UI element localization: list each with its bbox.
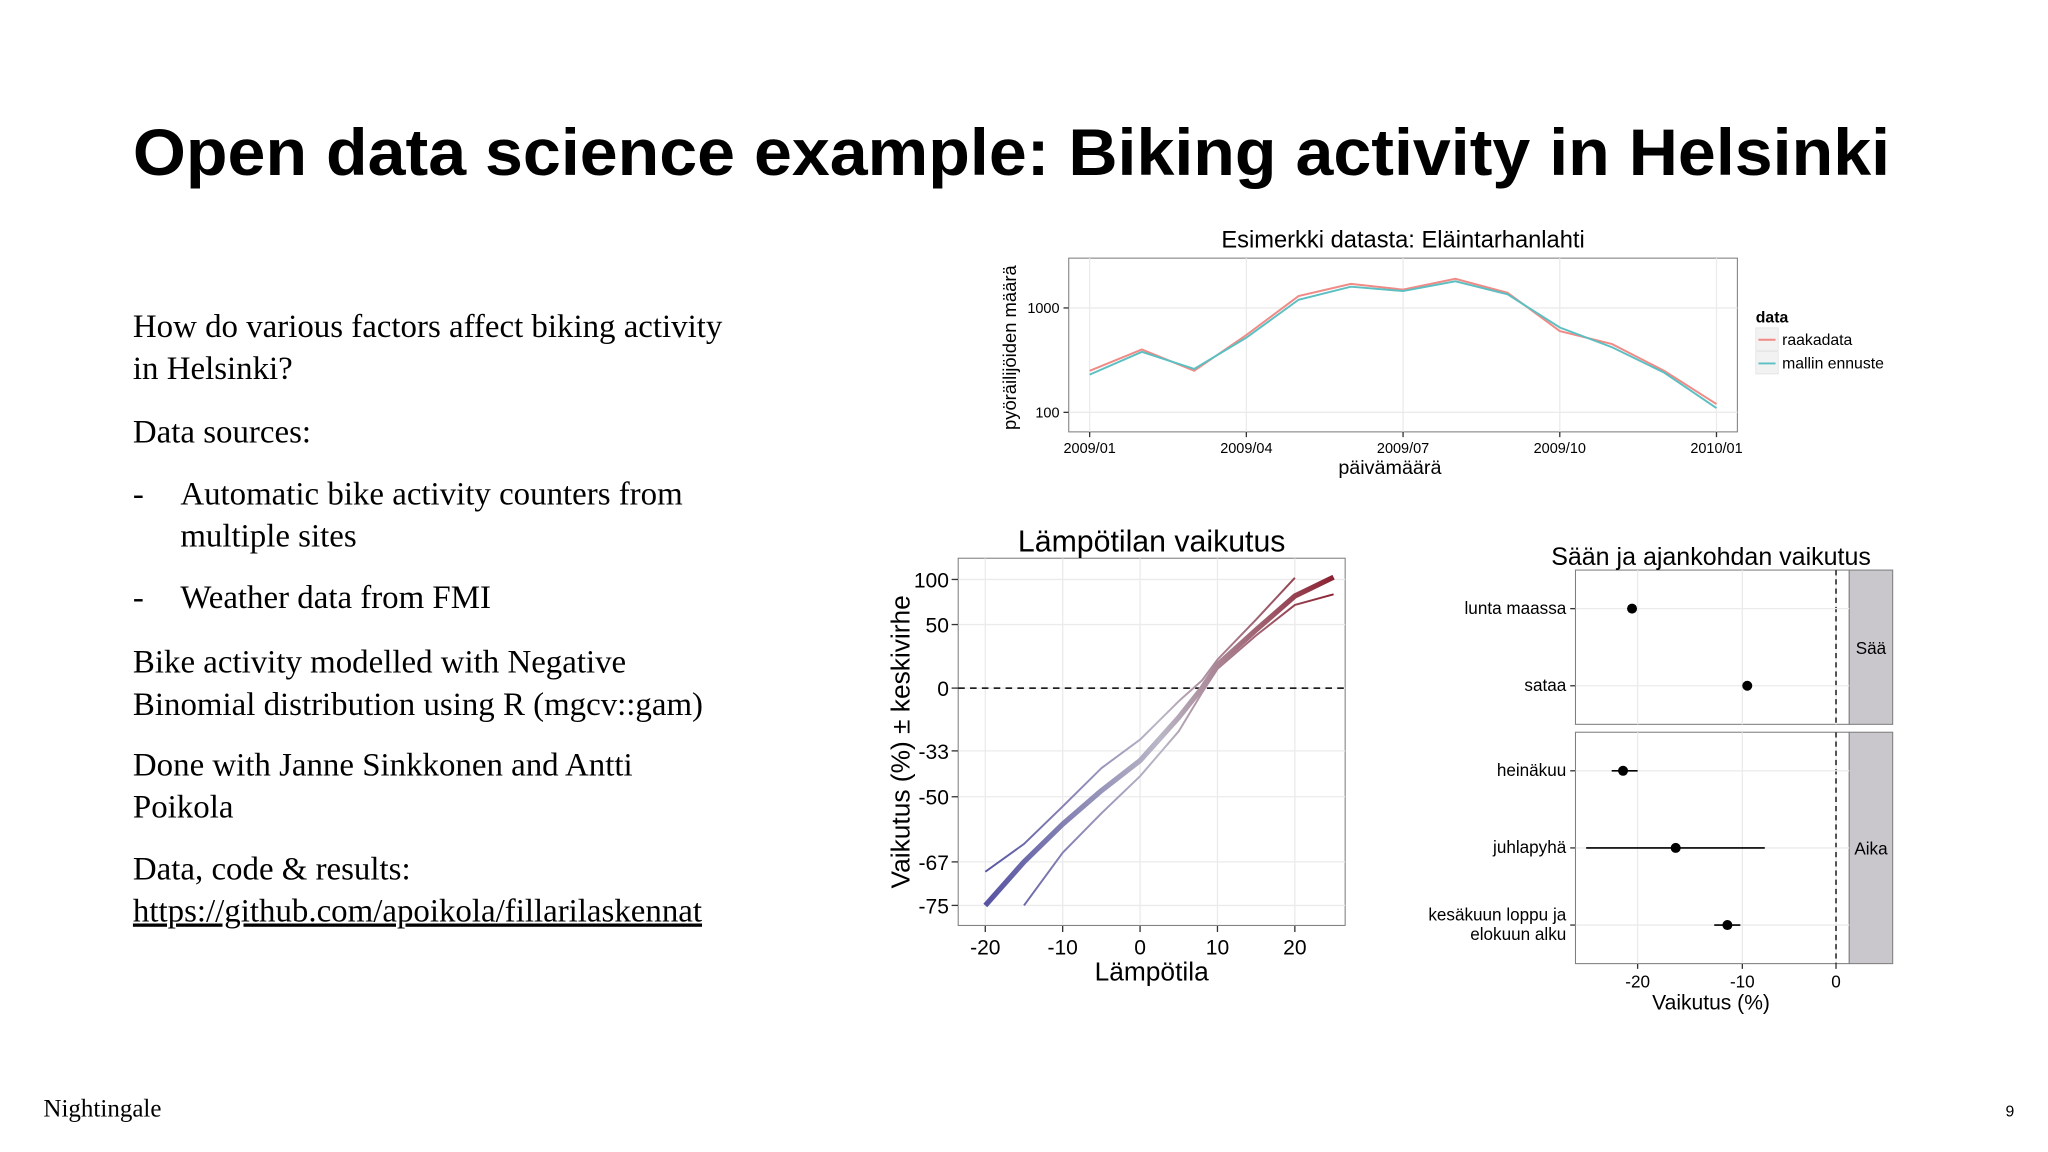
body-text: Done with Janne Sinkkonen and Antti bbox=[133, 747, 633, 783]
y-tick-label: sataa bbox=[1524, 676, 1566, 695]
y-tick-label: 0 bbox=[937, 678, 949, 701]
plot-background bbox=[1574, 569, 1850, 725]
body-text: How do various factors affect biking act… bbox=[133, 309, 723, 345]
body-text: in Helsinki? bbox=[133, 351, 293, 387]
body-text: Poikola bbox=[133, 790, 234, 826]
y-tick-label: 100 bbox=[914, 569, 949, 592]
slide-title: Open data science example: Biking activi… bbox=[133, 115, 1890, 189]
bullet: - bbox=[133, 476, 144, 512]
page-number: 9 bbox=[2005, 1103, 2014, 1120]
body-text: Bike activity modelled with Negative bbox=[133, 645, 626, 681]
legend-title: data bbox=[1756, 310, 1789, 327]
facet-strip bbox=[1848, 569, 1894, 725]
point bbox=[1742, 680, 1753, 691]
body-text: Data, code & results: bbox=[133, 851, 411, 887]
y-axis-label: Vaikutus (%) ± keskivirhe bbox=[885, 595, 915, 888]
y-axis-label: pyöräilijöiden määrä bbox=[999, 265, 1020, 430]
y-tick-label: -33 bbox=[919, 741, 949, 764]
y-tick-label: elokuun alku bbox=[1470, 925, 1566, 944]
body-text: Weather data from FMI bbox=[180, 580, 491, 616]
x-tick-label: 2009/10 bbox=[1534, 441, 1586, 457]
legend-label: mallin ennuste bbox=[1782, 356, 1884, 373]
chart-title: Sään ja ajankohdan vaikutus bbox=[1551, 543, 1871, 571]
facet-label: Aika bbox=[1854, 840, 1888, 859]
x-tick-label: 0 bbox=[1831, 972, 1841, 991]
y-tick-label: 50 bbox=[926, 614, 949, 637]
error-band-line bbox=[984, 577, 1296, 873]
series-line bbox=[1089, 280, 1718, 409]
x-tick-label: 2010/01 bbox=[1690, 441, 1742, 457]
y-tick-label: kesäkuun loppu ja bbox=[1428, 905, 1566, 924]
y-tick-label: heinäkuu bbox=[1497, 761, 1566, 780]
point bbox=[1618, 765, 1629, 776]
x-axis-label: päivämäärä bbox=[1338, 457, 1441, 479]
y-tick-label: -50 bbox=[919, 787, 949, 810]
body-text: multiple sites bbox=[180, 518, 356, 554]
facet-label: Sää bbox=[1856, 639, 1887, 658]
x-tick-label: 2009/07 bbox=[1377, 441, 1429, 457]
point bbox=[1722, 920, 1733, 931]
x-tick-label: -20 bbox=[970, 936, 1000, 959]
y-tick-label: -75 bbox=[919, 895, 949, 918]
point bbox=[1627, 603, 1638, 614]
x-tick-label: -10 bbox=[1730, 972, 1755, 991]
x-tick-label: -20 bbox=[1625, 972, 1650, 991]
body-text: Data sources: bbox=[133, 414, 311, 450]
error-band-line bbox=[1023, 593, 1334, 907]
chart-title: Esimerkki datasta: Eläintarhanlahti bbox=[1221, 228, 1584, 254]
x-tick-label: 2009/01 bbox=[1063, 441, 1115, 457]
y-tick-label: 100 bbox=[1035, 406, 1059, 422]
bullet: - bbox=[133, 580, 144, 616]
chart-title: Lämpötilan vaikutus bbox=[1018, 526, 1286, 559]
y-tick-label: -67 bbox=[919, 852, 949, 875]
x-axis-label: Vaikutus (%) bbox=[1652, 992, 1770, 1015]
y-tick-label: 1000 bbox=[1027, 301, 1059, 317]
x-tick-label: 0 bbox=[1134, 936, 1146, 959]
body-text: Automatic bike activity counters from bbox=[180, 476, 683, 512]
body-text: Binomial distribution using R (mgcv::gam… bbox=[133, 687, 703, 723]
x-axis-label: Lämpötila bbox=[1095, 957, 1209, 987]
y-tick-label: lunta maassa bbox=[1465, 599, 1567, 618]
legend-label: raakadata bbox=[1782, 332, 1852, 349]
link[interactable]: https://github.com/apoikola/fillarilaske… bbox=[133, 894, 702, 930]
point bbox=[1670, 842, 1681, 853]
y-tick-label: juhlapyhä bbox=[1492, 838, 1567, 857]
fit-line bbox=[983, 574, 1335, 908]
x-tick-label: 2009/04 bbox=[1220, 441, 1272, 457]
facet-strip bbox=[1848, 731, 1894, 965]
x-tick-label: -10 bbox=[1047, 936, 1077, 959]
series-line bbox=[1089, 277, 1717, 405]
x-tick-label: 10 bbox=[1206, 936, 1229, 959]
footer-brand: Nightingale bbox=[43, 1095, 161, 1122]
x-tick-label: 20 bbox=[1283, 936, 1306, 959]
